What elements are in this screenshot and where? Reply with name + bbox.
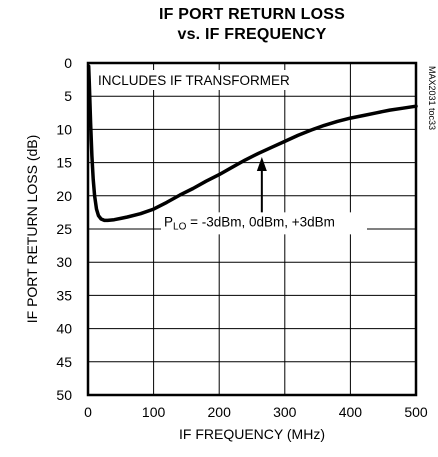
y-tick-label: 25 bbox=[56, 221, 72, 237]
y-tick-label: 35 bbox=[56, 287, 72, 303]
plo-label-prefix: P bbox=[164, 214, 173, 229]
y-tick-label: 20 bbox=[56, 188, 72, 204]
y-tick-label: 10 bbox=[56, 121, 72, 137]
plo-label-rest: = -3dBm, 0dBm, +3dBm bbox=[186, 214, 335, 229]
plot-frame bbox=[86, 61, 418, 397]
x-tick-label: 200 bbox=[208, 404, 232, 420]
x-tick-label: 100 bbox=[142, 404, 166, 420]
y-axis-label: IF PORT RETURN LOSS (dB) bbox=[24, 135, 40, 324]
plo-label: PLO = -3dBm, 0dBm, +3dBm bbox=[164, 214, 335, 232]
y-tick-label: 0 bbox=[64, 55, 72, 71]
return-loss-curve bbox=[86, 64, 418, 223]
x-tick-label: 500 bbox=[404, 404, 428, 420]
chart-title: IF PORT RETURN LOSS bbox=[158, 6, 346, 23]
x-tick-label: 400 bbox=[339, 404, 363, 420]
y-tick-label: 5 bbox=[64, 88, 72, 104]
part-code-label: MAX2031 toc33 bbox=[427, 66, 437, 130]
plo-label-background bbox=[161, 212, 367, 235]
x-tick-label: 300 bbox=[273, 404, 297, 420]
y-tick-label: 50 bbox=[56, 387, 72, 403]
chart-subtitle: vs. IF FREQUENCY bbox=[177, 26, 327, 43]
y-tick-label: 40 bbox=[56, 321, 72, 337]
y-tick-label: 30 bbox=[56, 254, 72, 270]
x-tick-label: 0 bbox=[84, 404, 92, 420]
x-axis-label: IF FREQUENCY (MHz) bbox=[179, 426, 325, 442]
note-box-background bbox=[95, 70, 300, 90]
plo-label-subscript: LO bbox=[173, 221, 187, 232]
plo-arrow-head bbox=[256, 156, 267, 171]
tick-labels: 0 100 200 300 400 500 0 5 10 15 20 25 30 35 40 45 50 bbox=[56, 55, 427, 420]
y-tick-label: 15 bbox=[56, 155, 72, 171]
y-tick-label: 45 bbox=[56, 354, 72, 370]
transformer-note: INCLUDES IF TRANSFORMER bbox=[98, 73, 290, 88]
